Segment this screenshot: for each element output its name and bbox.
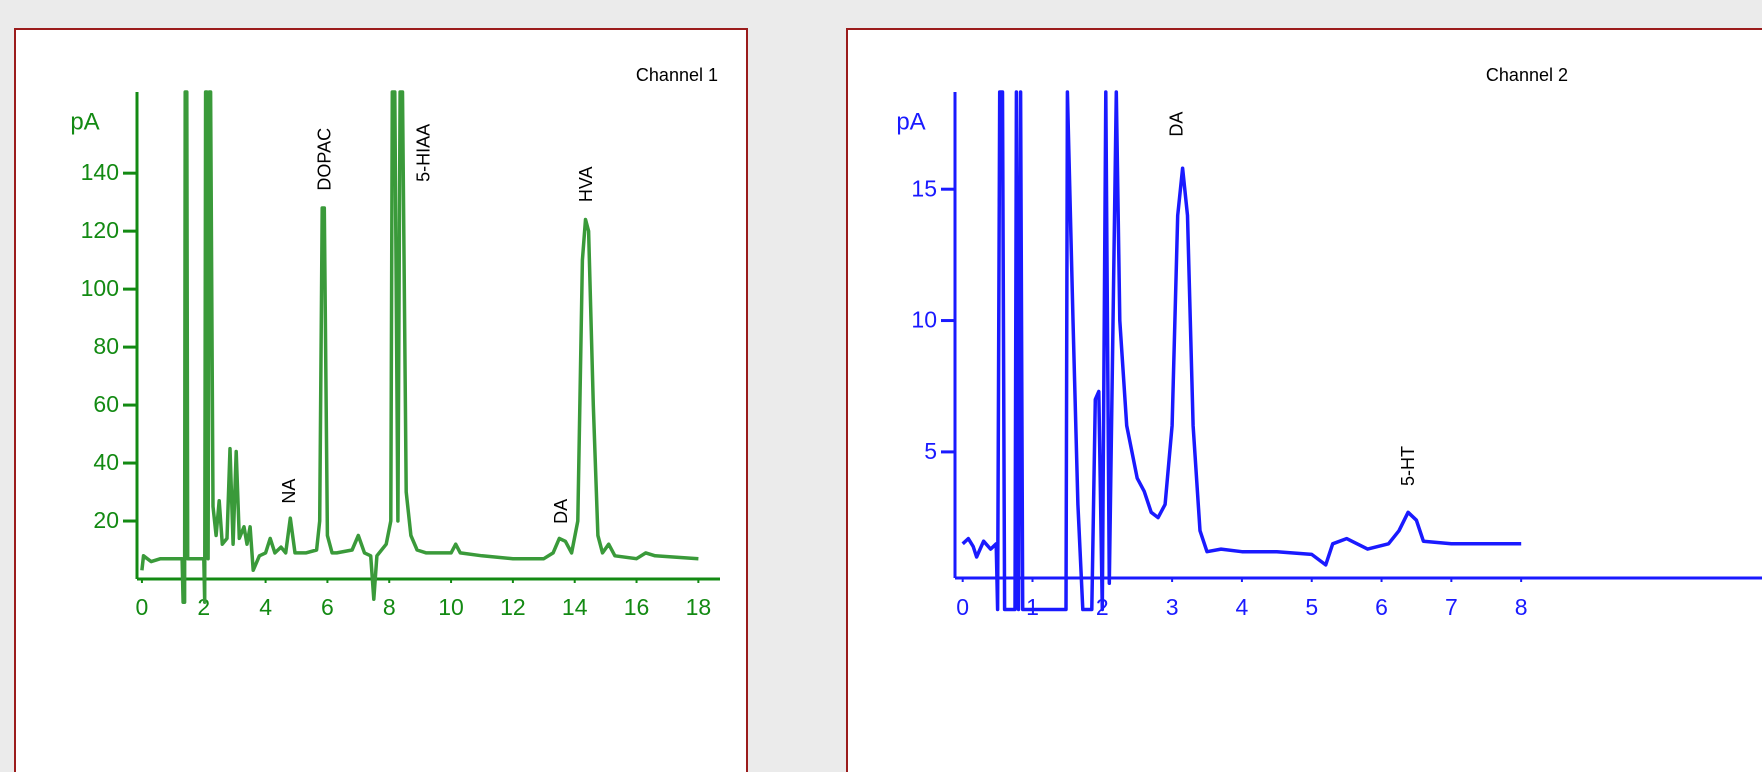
- x-tick-label: 4: [259, 594, 272, 620]
- y-tick-label: 40: [93, 449, 119, 475]
- y-tick-label: 10: [911, 307, 937, 333]
- x-tick-label: 18: [686, 594, 712, 620]
- trace: [961, 90, 1522, 612]
- x-tick-label: 5: [1305, 594, 1318, 620]
- peak-label: DA: [551, 499, 571, 524]
- x-tick-label: 6: [1375, 594, 1388, 620]
- peak-label: HVA: [576, 166, 596, 202]
- x-tick-label: 4: [1236, 594, 1249, 620]
- x-tick-label: 0: [136, 594, 149, 620]
- x-tick-label: 8: [1515, 594, 1528, 620]
- x-tick-label: 16: [624, 594, 650, 620]
- y-tick-label: 20: [93, 507, 119, 533]
- y-tick-label: 5: [924, 438, 937, 464]
- y-tick-label: 15: [911, 175, 937, 201]
- x-tick-label: 0: [956, 594, 969, 620]
- y-tick-label: 100: [81, 275, 119, 301]
- x-tick-label: 10: [438, 594, 464, 620]
- x-tick-label: 7: [1445, 594, 1458, 620]
- y-tick-label: 80: [93, 333, 119, 359]
- y-tick-label: 140: [81, 159, 119, 185]
- x-tick-label: 6: [321, 594, 334, 620]
- peak-label: DA: [1166, 112, 1186, 137]
- panel: [846, 28, 1762, 772]
- x-tick-label: 2: [197, 594, 210, 620]
- peak-label: NA: [279, 479, 299, 504]
- y-tick-label: 60: [93, 391, 119, 417]
- chart-title: Channel 2: [1486, 65, 1568, 85]
- x-tick-label: 8: [383, 594, 396, 620]
- chart-title: Channel 1: [636, 65, 718, 85]
- peak-label: 5-HT: [1398, 446, 1418, 486]
- y-tick-label: 120: [81, 217, 119, 243]
- x-tick-label: 3: [1166, 594, 1179, 620]
- peak-label: DOPAC: [315, 128, 335, 191]
- panel: [14, 28, 748, 772]
- trace: [140, 90, 699, 604]
- x-tick-label: 14: [562, 594, 588, 620]
- y-axis-label: pA: [70, 108, 99, 135]
- x-tick-label: 12: [500, 594, 526, 620]
- x-tick-label: 1: [1026, 594, 1039, 620]
- y-axis-label: pA: [896, 108, 925, 135]
- peak-label: 5-HIAA: [414, 124, 434, 182]
